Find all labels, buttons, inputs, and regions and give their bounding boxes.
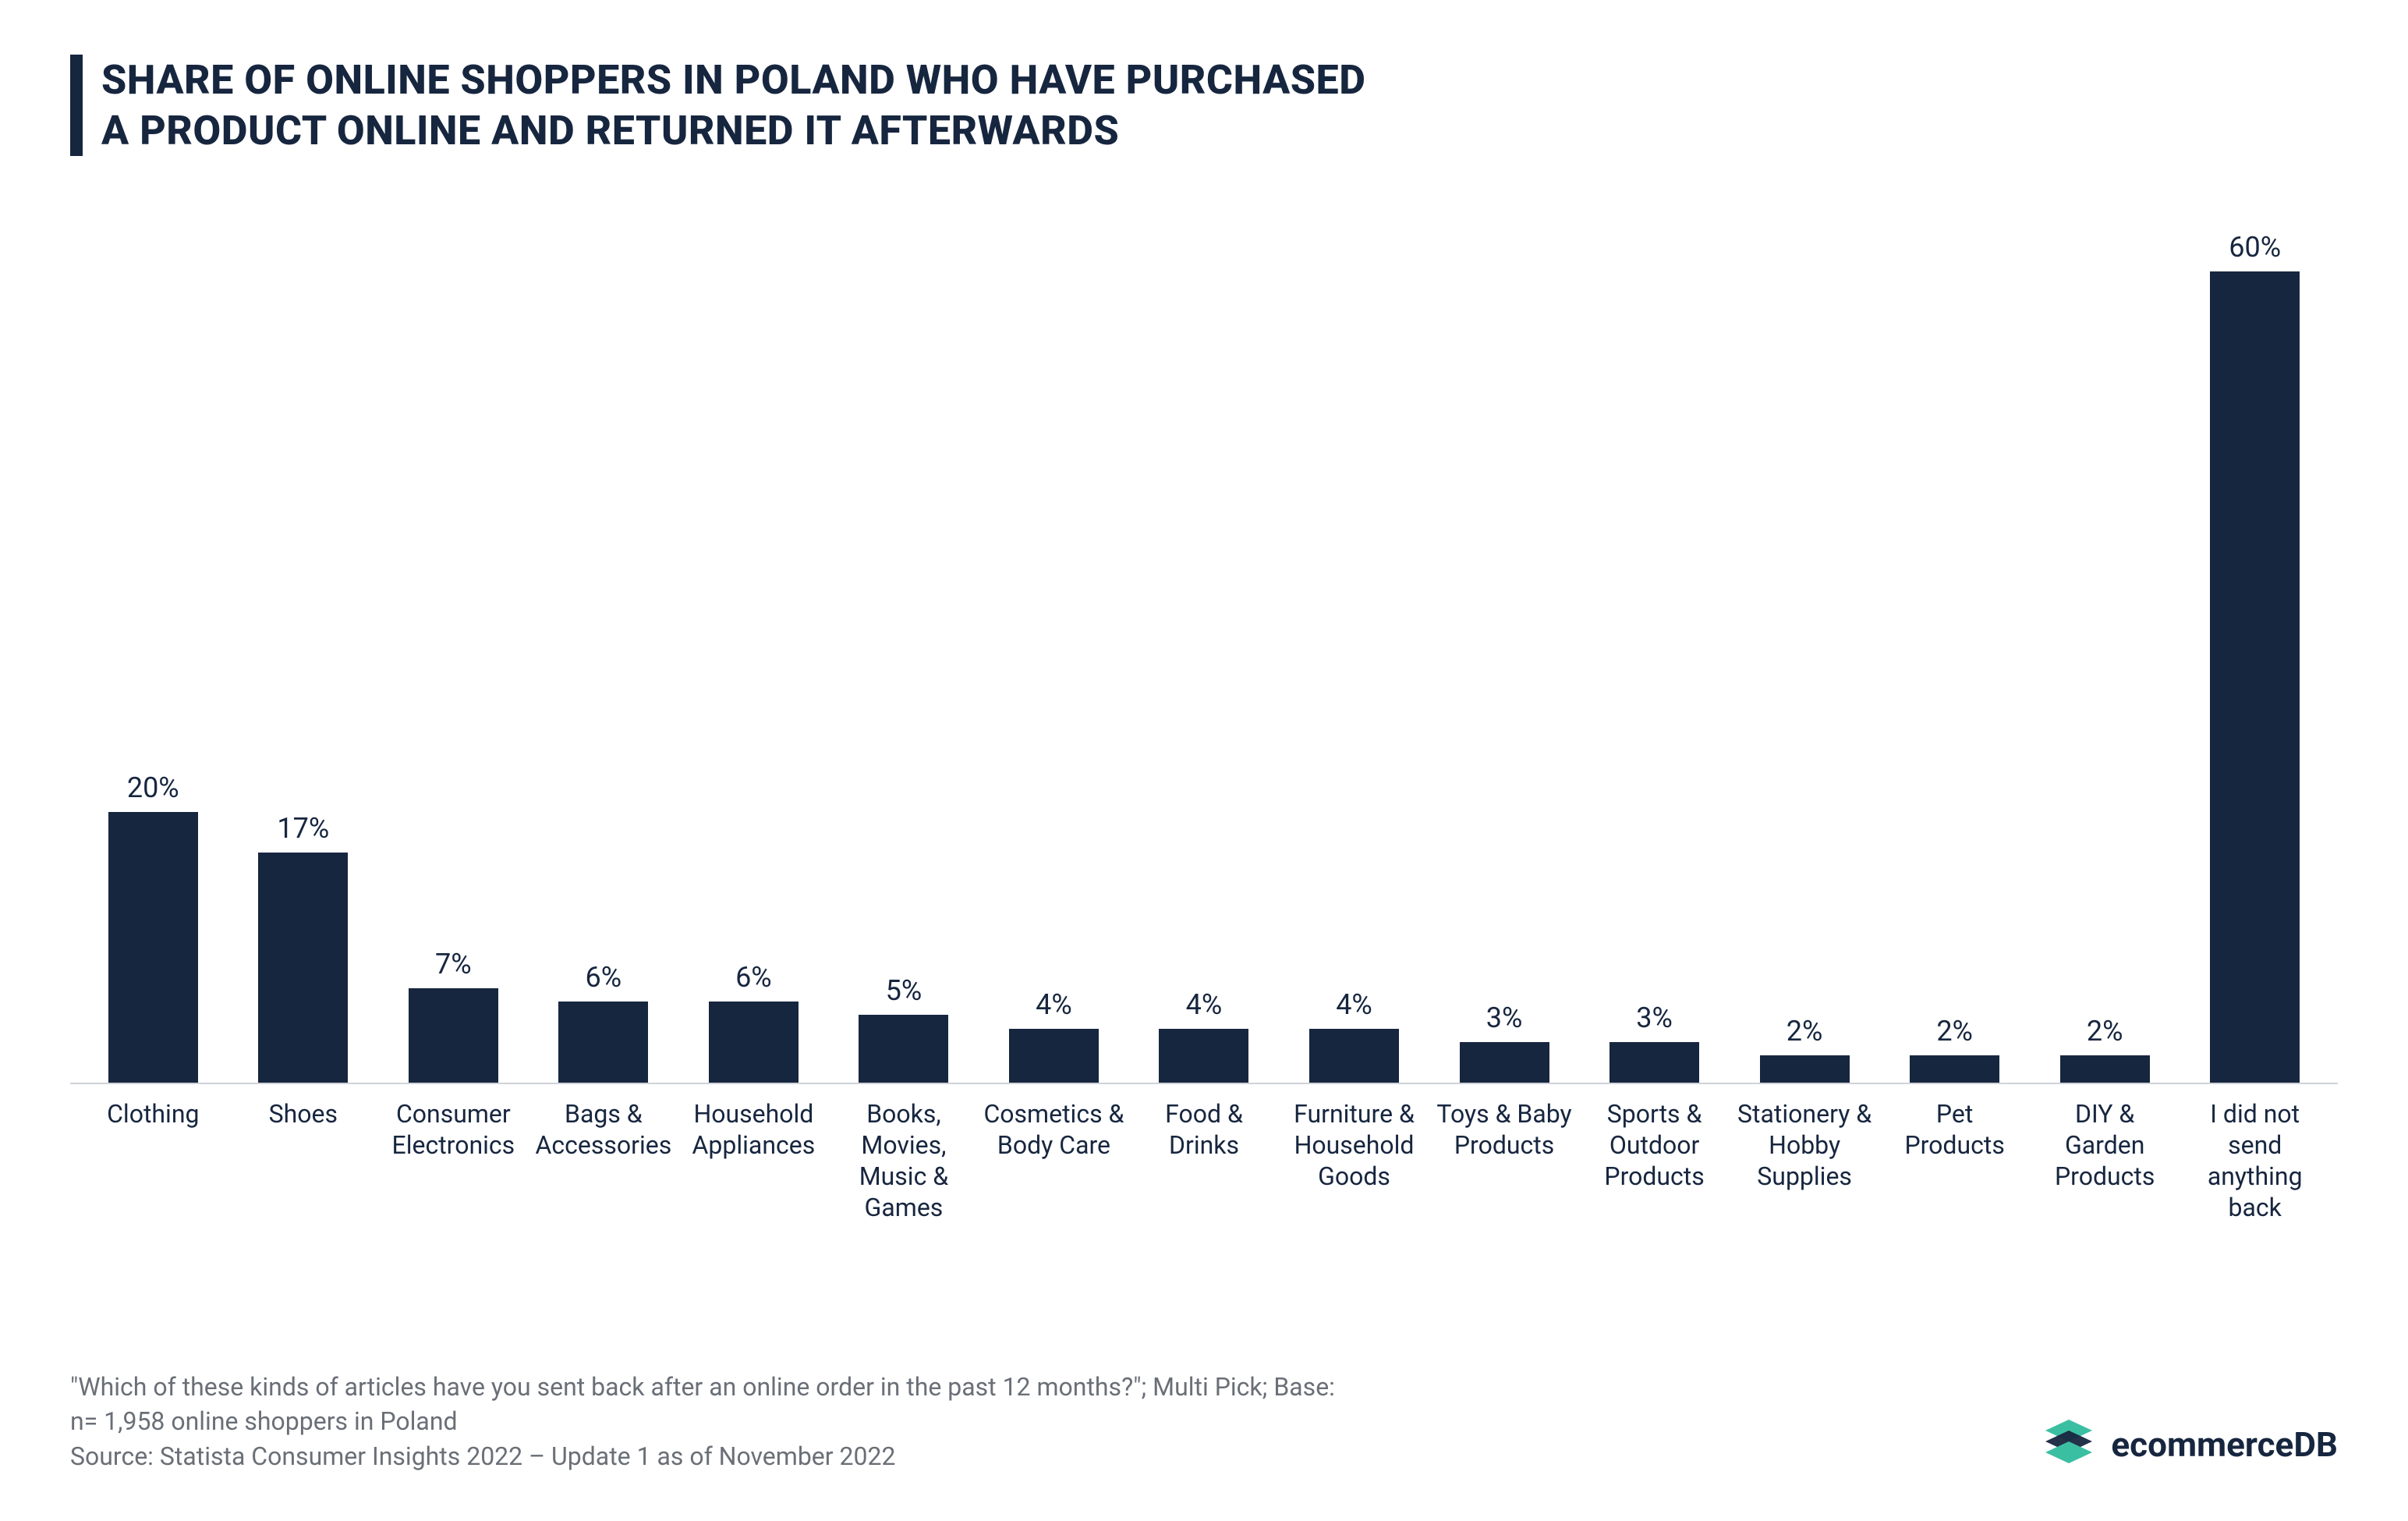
bar-column: 5%: [829, 974, 979, 1083]
bar-value-label: 4%: [1336, 988, 1372, 1021]
bar-rect: [2210, 271, 2300, 1083]
bar-rect: [258, 853, 348, 1083]
category-label: I did not send anything back: [2180, 1098, 2330, 1223]
bar-rect: [1760, 1055, 1850, 1083]
bar-value-label: 7%: [435, 948, 472, 980]
category-label: Consumer Electronics: [378, 1098, 529, 1223]
bar-column: 7%: [378, 948, 529, 1083]
category-label: Food & Drinks: [1129, 1098, 1280, 1223]
title-line-1: SHARE OF ONLINE SHOPPERS IN POLAND WHO H…: [101, 55, 1365, 105]
bar-value-label: 3%: [1486, 1002, 1523, 1034]
category-label: Clothing: [78, 1098, 228, 1223]
bar-rect: [1309, 1029, 1399, 1083]
bar-rect: [409, 988, 498, 1083]
bar-column: 2%: [1879, 1015, 2030, 1083]
bar-column: 2%: [1730, 1015, 1880, 1083]
bar-column: 2%: [2030, 1015, 2180, 1083]
bar-value-label: 6%: [586, 961, 622, 994]
bar-value-label: 4%: [1186, 988, 1223, 1021]
bar-column: 6%: [529, 961, 679, 1083]
footer-line-3: Source: Statista Consumer Insights 2022 …: [70, 1439, 1335, 1474]
bar-rect: [2060, 1055, 2150, 1083]
bar-rect: [1460, 1042, 1549, 1083]
category-label: Toys & Baby Products: [1429, 1098, 1580, 1223]
category-label: DIY & Garden Products: [2030, 1098, 2180, 1223]
bar-value-label: 2%: [1787, 1015, 1823, 1048]
footer-line-1: "Which of these kinds of articles have y…: [70, 1370, 1335, 1405]
category-label: Pet Products: [1879, 1098, 2030, 1223]
chart-title-block: SHARE OF ONLINE SHOPPERS IN POLAND WHO H…: [70, 55, 2338, 156]
bar-value-label: 2%: [1936, 1015, 1973, 1048]
bar-rect: [1159, 1029, 1248, 1083]
bar-rect: [1910, 1055, 1999, 1083]
chart-title: SHARE OF ONLINE SHOPPERS IN POLAND WHO H…: [101, 55, 1365, 156]
bar-column: 20%: [78, 771, 228, 1083]
bar-rect: [1609, 1042, 1699, 1083]
category-labels-container: ClothingShoesConsumer ElectronicsBags & …: [70, 1084, 2338, 1223]
bar-column: 4%: [979, 988, 1129, 1083]
bar-rect: [558, 1002, 648, 1083]
bar-value-label: 2%: [2087, 1015, 2123, 1048]
category-label: Bags & Accessories: [529, 1098, 679, 1223]
footer-line-2: n= 1,958 online shoppers in Poland: [70, 1404, 1335, 1439]
bar-value-label: 17%: [277, 812, 329, 845]
bar-column: 6%: [678, 961, 829, 1083]
title-line-2: A PRODUCT ONLINE AND RETURNED IT AFTERWA…: [101, 105, 1365, 156]
bar-column: 3%: [1579, 1002, 1730, 1083]
bar-rect: [108, 812, 198, 1083]
bar-column: 60%: [2180, 231, 2330, 1083]
bar-column: 3%: [1429, 1002, 1580, 1083]
chart-footer: "Which of these kinds of articles have y…: [70, 1370, 2338, 1474]
bar-column: 4%: [1129, 988, 1280, 1083]
brand-logo: ecommerceDB: [2041, 1415, 2338, 1474]
title-accent-bar: [70, 55, 83, 156]
category-label: Furniture & Household Goods: [1279, 1098, 1429, 1223]
bar-rect: [859, 1015, 948, 1083]
footer-notes: "Which of these kinds of articles have y…: [70, 1370, 1335, 1474]
category-label: Books, Movies, Music & Games: [829, 1098, 979, 1223]
category-label: Sports & Outdoor Products: [1579, 1098, 1730, 1223]
stack-icon: [2041, 1415, 2097, 1474]
category-label: Shoes: [228, 1098, 379, 1223]
bars-container: 20% 17% 7% 6% 6% 5% 4% 4% 4% 3% 3% 2% 2% 2% 60%: [70, 226, 2338, 1084]
brand-name: ecommerceDB: [2111, 1424, 2338, 1465]
bar-rect: [709, 1002, 799, 1083]
bar-column: 17%: [228, 812, 379, 1083]
bar-value-label: 6%: [735, 961, 772, 994]
bar-value-label: 4%: [1036, 988, 1072, 1021]
bar-value-label: 3%: [1636, 1002, 1673, 1034]
bar-column: 4%: [1279, 988, 1429, 1083]
category-label: Household Appliances: [678, 1098, 829, 1223]
category-label: Stationery & Hobby Supplies: [1730, 1098, 1880, 1223]
bar-value-label: 20%: [127, 771, 179, 804]
bar-value-label: 60%: [2229, 231, 2281, 264]
bar-chart: 20% 17% 7% 6% 6% 5% 4% 4% 4% 3% 3% 2% 2% 2% 60% Clothi…: [70, 226, 2338, 1223]
category-label: Cosmetics & Body Care: [979, 1098, 1129, 1223]
bar-value-label: 5%: [886, 974, 922, 1007]
bar-rect: [1009, 1029, 1099, 1083]
